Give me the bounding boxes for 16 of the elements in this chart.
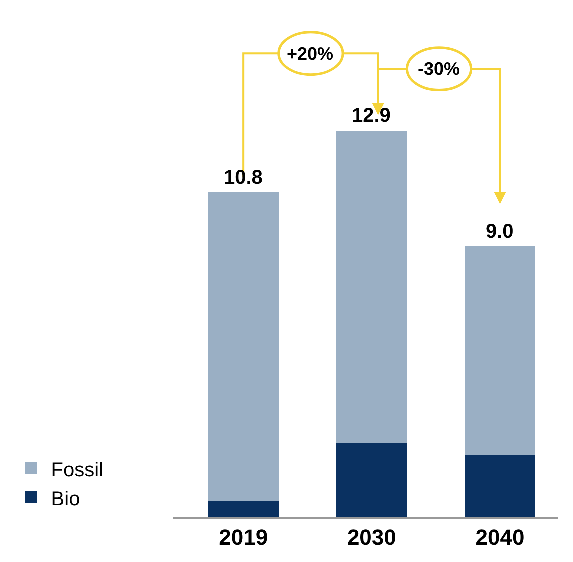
bar: [336, 444, 408, 517]
bar: [464, 246, 536, 456]
bar: [208, 192, 279, 502]
bar: [336, 130, 408, 444]
bar: [208, 502, 279, 517]
text: -30%: [418, 59, 460, 79]
annotation: 12.9: [352, 105, 391, 127]
x-tick-label: 2019: [219, 525, 268, 550]
x-tick-label: 2040: [476, 525, 525, 550]
legend-label: Bio: [51, 488, 80, 510]
bar: [464, 455, 536, 517]
legend-label: Fossil: [51, 459, 104, 482]
annotation: 10.8: [224, 167, 263, 189]
annotation: 9.0: [486, 221, 514, 243]
x-tick-label: 2030: [347, 525, 396, 550]
text: +20%: [287, 44, 334, 64]
